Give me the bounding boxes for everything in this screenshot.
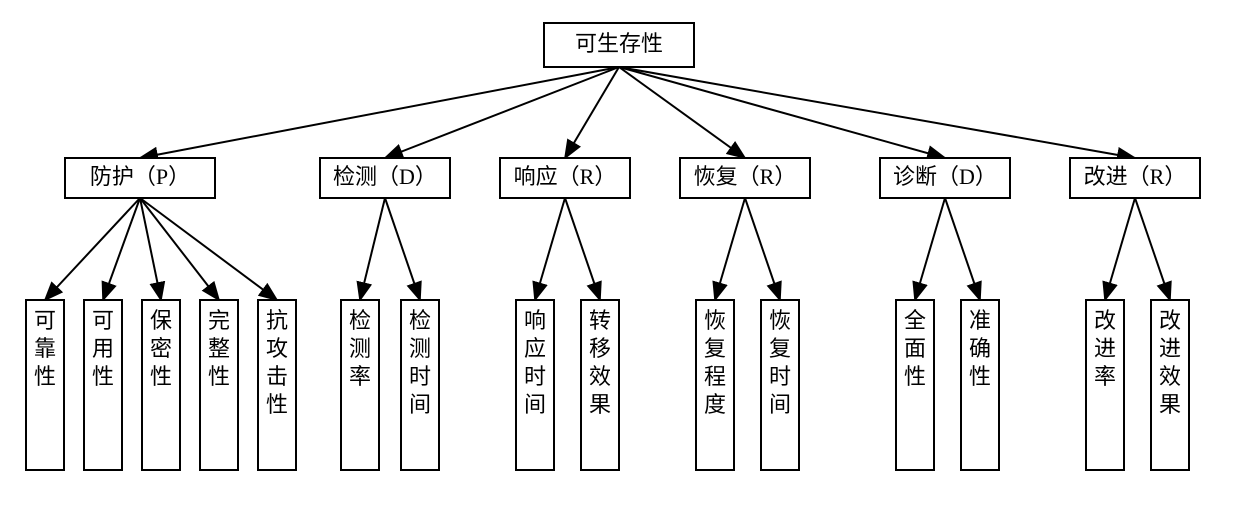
node-label-l3-improve-rate: 改进率 — [1094, 308, 1116, 389]
node-label-l2-respond: 响应（R） — [514, 164, 617, 189]
node-l3-reliability: 可靠性 — [26, 300, 64, 470]
node-label-l3-availability: 可用性 — [92, 308, 114, 389]
edge-l2-improve-l3-improve-effect — [1135, 198, 1170, 300]
edge-l2-improve-l3-improve-rate — [1105, 198, 1135, 300]
edge-root-l2-respond — [565, 67, 619, 158]
edge-root-l2-improve — [619, 67, 1135, 158]
node-l3-confidentiality: 保密性 — [142, 300, 180, 470]
node-l2-respond: 响应（R） — [500, 158, 630, 198]
edge-l2-recover-l3-recover-degree — [715, 198, 745, 300]
node-label-l3-confidentiality: 保密性 — [150, 308, 172, 389]
node-label-l2-protect: 防护（P） — [90, 164, 190, 189]
node-l3-comprehensive: 全面性 — [896, 300, 934, 470]
edge-l2-detect-l3-detect-time — [385, 198, 420, 300]
node-label-l2-diagnose: 诊断（D） — [893, 164, 997, 189]
edge-root-l2-diagnose — [619, 67, 945, 158]
node-l3-accuracy: 准确性 — [961, 300, 999, 470]
edge-root-l2-detect — [385, 67, 619, 158]
node-label-root: 可生存性 — [575, 31, 663, 56]
node-l3-improve-effect: 改进效果 — [1151, 300, 1189, 470]
node-label-l3-detect-rate: 检测率 — [349, 308, 371, 389]
edge-l2-protect-l3-attack-resist — [140, 198, 277, 300]
node-label-l3-accuracy: 准确性 — [969, 308, 991, 389]
node-l3-attack-resist: 抗攻击性 — [258, 300, 296, 470]
node-label-l2-recover: 恢复（R） — [694, 164, 797, 189]
edge-l2-diagnose-l3-accuracy — [945, 198, 980, 300]
node-l3-transfer-effect: 转移效果 — [581, 300, 619, 470]
node-l3-recover-time: 恢复时间 — [761, 300, 799, 470]
node-label-l3-reliability: 可靠性 — [34, 308, 56, 389]
edge-l2-recover-l3-recover-time — [745, 198, 780, 300]
edge-l2-detect-l3-detect-rate — [360, 198, 385, 300]
node-label-l2-detect: 检测（D） — [333, 164, 437, 189]
node-l3-recover-degree: 恢复程度 — [696, 300, 734, 470]
node-label-l3-integrity: 完整性 — [208, 308, 230, 389]
edge-l2-diagnose-l3-comprehensive — [915, 198, 945, 300]
node-l3-detect-time: 检测时间 — [401, 300, 439, 470]
node-l3-improve-rate: 改进率 — [1086, 300, 1124, 470]
node-label-l3-comprehensive: 全面性 — [904, 308, 926, 389]
edge-l2-respond-l3-transfer-effect — [565, 198, 600, 300]
node-l3-availability: 可用性 — [84, 300, 122, 470]
edge-root-l2-protect — [140, 67, 619, 158]
node-root: 可生存性 — [544, 23, 694, 67]
node-label-l2-improve: 改进（R） — [1084, 164, 1187, 189]
edge-l2-protect-l3-reliability — [45, 198, 140, 300]
edge-l2-protect-l3-confidentiality — [140, 198, 161, 300]
node-l2-recover: 恢复（R） — [680, 158, 810, 198]
tree-diagram: 可生存性防护（P） 检测（D） 响应（R） 恢复（R） 诊断（D） 改进（R） 可靠性 可用性… — [0, 0, 1239, 524]
node-l3-respond-time: 响应时间 — [516, 300, 554, 470]
edge-l2-respond-l3-respond-time — [535, 198, 565, 300]
node-l3-integrity: 完整性 — [200, 300, 238, 470]
node-l2-detect: 检测（D） — [320, 158, 450, 198]
node-l3-detect-rate: 检测率 — [341, 300, 379, 470]
edge-l2-protect-l3-availability — [103, 198, 140, 300]
node-l2-protect: 防护（P） — [65, 158, 215, 198]
edge-root-l2-recover — [619, 67, 745, 158]
node-l2-improve: 改进（R） — [1070, 158, 1200, 198]
node-l2-diagnose: 诊断（D） — [880, 158, 1010, 198]
